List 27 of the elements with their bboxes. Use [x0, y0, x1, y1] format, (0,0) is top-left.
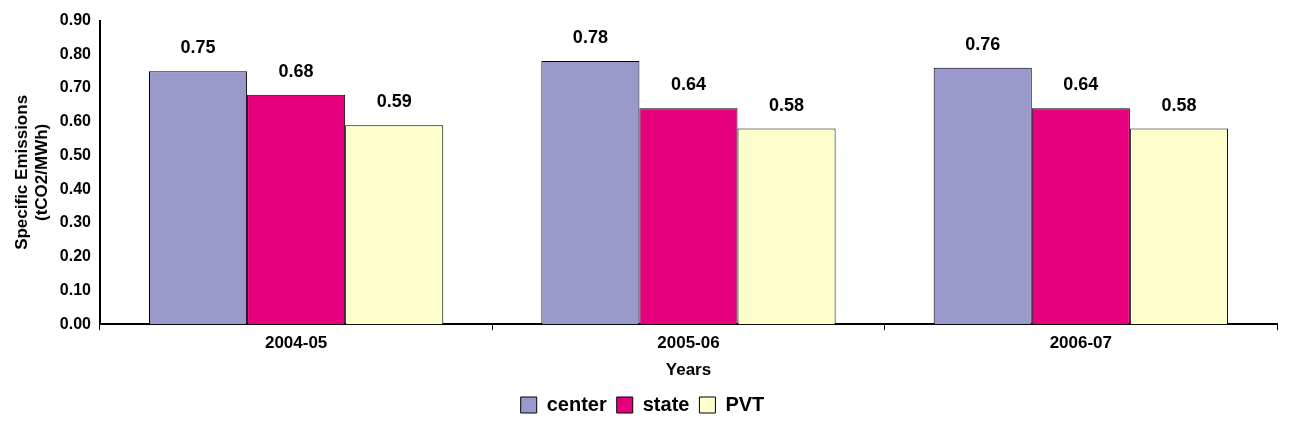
y-tick-label: 0.50: [59, 145, 92, 163]
y-tick-label: 0.60: [59, 112, 92, 130]
x-tick-label: 2004-05: [264, 333, 328, 353]
x-tick-label: 2005-06: [657, 333, 720, 353]
y-tick-label: 0.40: [59, 179, 92, 197]
data-label: 0.58: [1161, 94, 1197, 115]
y-tick-label: 0.30: [59, 213, 92, 231]
y-tick-label: 0.10: [59, 280, 92, 298]
legend-label: center: [546, 392, 607, 415]
legend-label: PVT: [725, 392, 765, 415]
x-tick-label: 2006-07: [1049, 333, 1113, 353]
y-tick-label: 0.20: [59, 247, 92, 265]
data-label: 0.64: [1063, 74, 1099, 95]
data-label: 0.76: [965, 33, 1001, 54]
data-label: 0.59: [376, 91, 412, 112]
y-tick-label: 0.70: [59, 78, 92, 96]
data-label: 0.58: [769, 94, 805, 115]
data-label: 0.64: [670, 74, 706, 95]
y-tick-label: 0.90: [59, 11, 92, 29]
x-axis-title: Years: [665, 360, 712, 380]
data-label: 0.78: [572, 27, 608, 48]
legend-label: state: [642, 392, 690, 415]
data-label: 0.75: [180, 37, 216, 58]
y-tick-label: 0.80: [59, 44, 92, 62]
y-tick-label: 0.00: [59, 314, 92, 332]
y-axis-title: Specific Emissions (tCO2/MWh): [11, 94, 52, 250]
data-label: 0.68: [278, 60, 314, 81]
